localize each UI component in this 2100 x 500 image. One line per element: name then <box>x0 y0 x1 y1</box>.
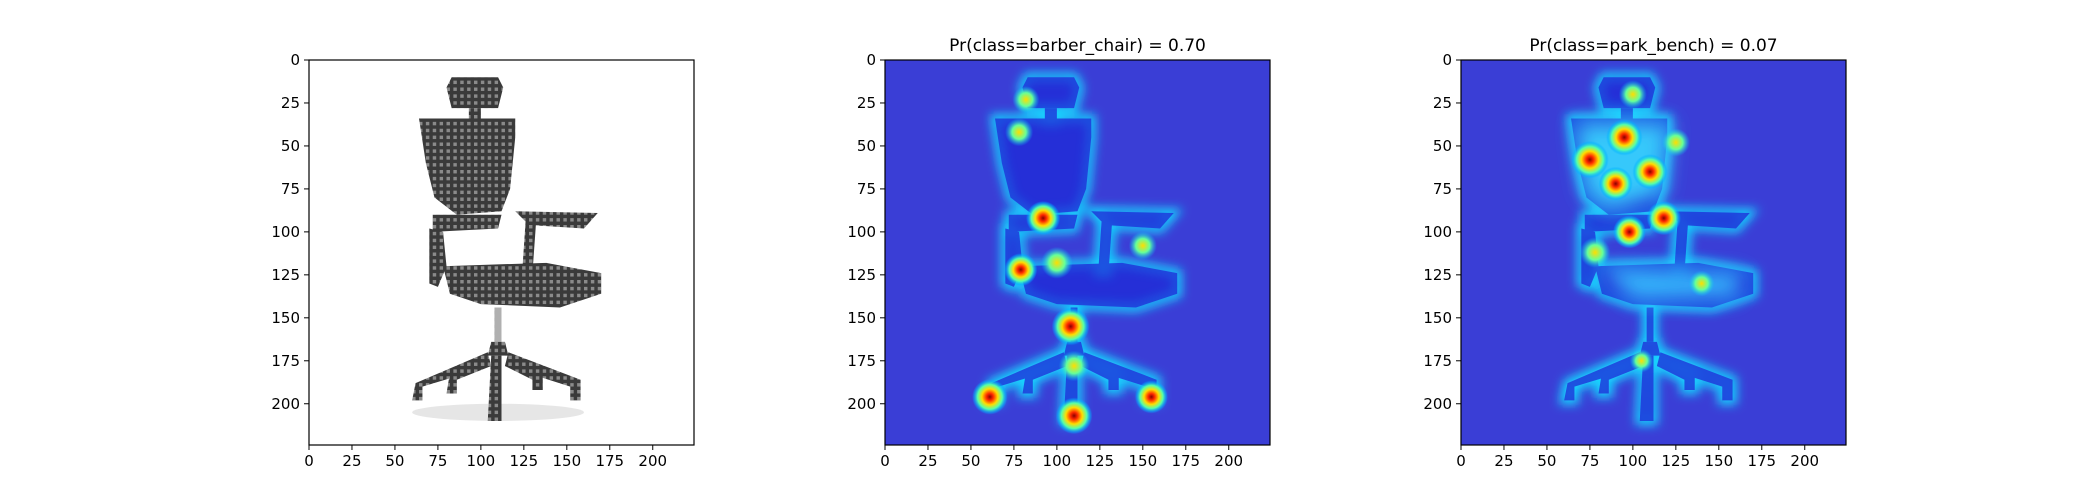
x-tick-label: 50 <box>385 452 404 470</box>
hotspot-3 <box>972 379 1008 415</box>
y-tick-label: 0 <box>290 51 300 69</box>
hotspot-7 <box>1040 246 1073 279</box>
hotspot-8 <box>1661 128 1690 157</box>
y-tick-label: 200 <box>271 395 300 413</box>
x-tick-label: 25 <box>1494 452 1513 470</box>
x-tick-label: 175 <box>1171 452 1200 470</box>
x-tick-label: 100 <box>467 452 496 470</box>
hotspot-1 <box>1051 307 1090 346</box>
y-tick-label: 100 <box>847 223 876 241</box>
x-tick-label: 125 <box>1086 452 1115 470</box>
y-tick-label: 0 <box>866 51 876 69</box>
x-tick-label: 50 <box>961 452 980 470</box>
hotspot-11 <box>1128 231 1157 260</box>
y-tick-label: 0 <box>1442 51 1452 69</box>
hotspot-5 <box>1646 201 1681 236</box>
x-tick-label: 125 <box>510 452 539 470</box>
x-tick-label: 150 <box>552 452 581 470</box>
y-tick-label: 175 <box>847 352 876 370</box>
hotspot-7 <box>1579 237 1611 268</box>
x-tick-label: 200 <box>1790 452 1819 470</box>
y-tick-label: 150 <box>271 309 300 327</box>
y-tick-label: 125 <box>1423 266 1452 284</box>
axes-frame <box>308 59 695 446</box>
hotspot-2 <box>1055 397 1093 435</box>
y-tick-label: 25 <box>281 94 300 112</box>
hotspot-6 <box>1612 215 1646 249</box>
x-tick-label: 25 <box>342 452 361 470</box>
x-tick-label: 100 <box>1619 452 1648 470</box>
axes-frame <box>884 59 1271 446</box>
x-tick-label: 0 <box>1456 452 1466 470</box>
hotspot-6 <box>1004 253 1038 287</box>
y-tick-label: 25 <box>1433 94 1452 112</box>
y-tick-label: 100 <box>1423 223 1452 241</box>
x-tick-label: 150 <box>1704 452 1733 470</box>
hotspot-2 <box>1605 119 1643 156</box>
chart-panel-1: 0 25 50 75 100 125 150 175 200 0 25 50 75 100 125 150 17… <box>271 51 695 470</box>
chart-panel-3: 0 25 50 75 100 125 150 175 200 0 25 50 75 100 125 150 17… <box>1423 36 1847 470</box>
y-tick-label: 25 <box>857 94 876 112</box>
axes-frame <box>1460 59 1847 446</box>
saliency-heatmap <box>1461 60 1846 445</box>
x-tick-label: 200 <box>638 452 667 470</box>
y-tick-label: 150 <box>1423 309 1452 327</box>
y-tick-label: 50 <box>281 137 300 155</box>
hotspot-10 <box>1012 86 1040 114</box>
x-tick-label: 175 <box>595 452 624 470</box>
y-tick-label: 200 <box>847 395 876 413</box>
y-tick-label: 75 <box>857 180 876 198</box>
chair-image <box>309 60 694 445</box>
saliency-heatmap <box>885 60 1270 445</box>
x-tick-label: 0 <box>304 452 314 470</box>
panel-title: Pr(class=barber_chair) = 0.70 <box>949 36 1206 56</box>
y-tick-label: 125 <box>271 266 300 284</box>
x-tick-label: 50 <box>1537 452 1556 470</box>
heatmap-hotspots <box>1571 80 1715 373</box>
x-tick-label: 75 <box>428 452 447 470</box>
hotspot-5 <box>1026 201 1061 236</box>
hotspot-9 <box>1618 80 1647 109</box>
x-tick-label: 0 <box>880 452 890 470</box>
y-tick-label: 75 <box>1433 180 1452 198</box>
hotspot-3 <box>1632 154 1668 190</box>
y-tick-label: 175 <box>1423 352 1452 370</box>
y-tick-label: 50 <box>1433 137 1452 155</box>
x-tick-label: 175 <box>1747 452 1776 470</box>
x-tick-label: 200 <box>1214 452 1243 470</box>
y-tick-label: 175 <box>271 352 300 370</box>
x-tick-label: 150 <box>1128 452 1157 470</box>
hotspot-9 <box>1004 118 1034 147</box>
hotspot-10 <box>1688 270 1715 297</box>
panel-title: Pr(class=park_bench) = 0.07 <box>1529 36 1777 56</box>
y-tick-label: 50 <box>857 137 876 155</box>
x-tick-label: 125 <box>1662 452 1691 470</box>
x-tick-label: 75 <box>1580 452 1599 470</box>
heatmap-hotspots <box>972 86 1168 435</box>
x-tick-label: 75 <box>1004 452 1023 470</box>
hotspot-4 <box>1598 166 1633 201</box>
x-tick-label: 100 <box>1043 452 1072 470</box>
y-tick-label: 100 <box>271 223 300 241</box>
hotspot-4 <box>1134 380 1168 414</box>
y-tick-label: 200 <box>1423 395 1452 413</box>
chart-panel-2: 0 25 50 75 100 125 150 175 200 0 25 50 75 100 125 150 17… <box>847 36 1271 470</box>
y-tick-label: 125 <box>847 266 876 284</box>
x-tick-label: 25 <box>918 452 937 470</box>
hotspot-8 <box>1058 350 1090 382</box>
y-tick-label: 75 <box>281 180 300 198</box>
hotspot-11 <box>1629 349 1654 373</box>
y-tick-label: 150 <box>847 309 876 327</box>
hotspot-1 <box>1571 140 1609 179</box>
